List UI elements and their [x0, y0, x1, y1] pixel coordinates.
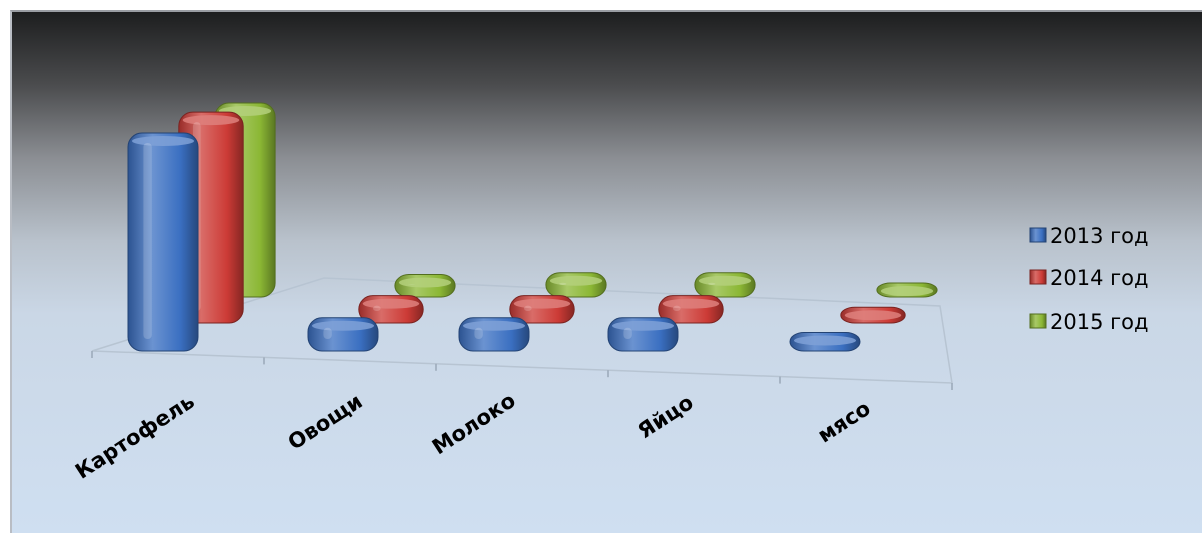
legend-swatch: [1029, 269, 1047, 285]
bar-2013-год-3: [607, 317, 679, 352]
legend-item: 2013 год: [1029, 224, 1149, 248]
bar-2014-год-1: [358, 295, 424, 324]
chart: Картофель Овощи Молоко Яйцо мясо 2013 год201…: [71, 102, 1149, 484]
category-labels: Картофель Овощи Молоко Яйцо мясо: [71, 388, 875, 484]
category-label: Молоко: [428, 388, 520, 459]
bar-2014-год-2: [509, 295, 575, 324]
bar-2015-год-4: [876, 282, 938, 298]
legend-item: 2015 год: [1029, 310, 1149, 334]
bars: [127, 102, 938, 352]
bar-2013-год-2: [458, 317, 530, 352]
legend-swatch: [1029, 227, 1047, 243]
bar-2014-год-3: [658, 295, 724, 324]
chart-floor: [91, 277, 953, 390]
bar-2013-год-1: [307, 317, 379, 352]
legend: 2013 год 2014 год 2015 год: [1029, 224, 1149, 334]
bar-2015-год-1: [394, 274, 456, 298]
category-label: мясо: [813, 396, 874, 447]
floor-outline: [91, 277, 953, 384]
bar-2015-год-3: [694, 272, 756, 298]
category-label: Картофель: [71, 389, 199, 484]
legend-label: 2013 год: [1050, 224, 1149, 248]
legend-item: 2014 год: [1029, 266, 1149, 290]
bar-2013-год-4: [789, 332, 861, 352]
legend-label: 2014 год: [1050, 266, 1149, 290]
category-label: Яйцо: [634, 390, 698, 443]
bar-2015-год-2: [545, 272, 607, 298]
category-label: Овощи: [284, 389, 367, 455]
chart-frame: Картофель Овощи Молоко Яйцо мясо 2013 год 201…: [10, 10, 1202, 533]
legend-swatch: [1029, 313, 1047, 329]
bar-2014-год-4: [840, 306, 906, 324]
bar-2013-год-0: [127, 132, 199, 352]
legend-label: 2015 год: [1050, 310, 1149, 334]
